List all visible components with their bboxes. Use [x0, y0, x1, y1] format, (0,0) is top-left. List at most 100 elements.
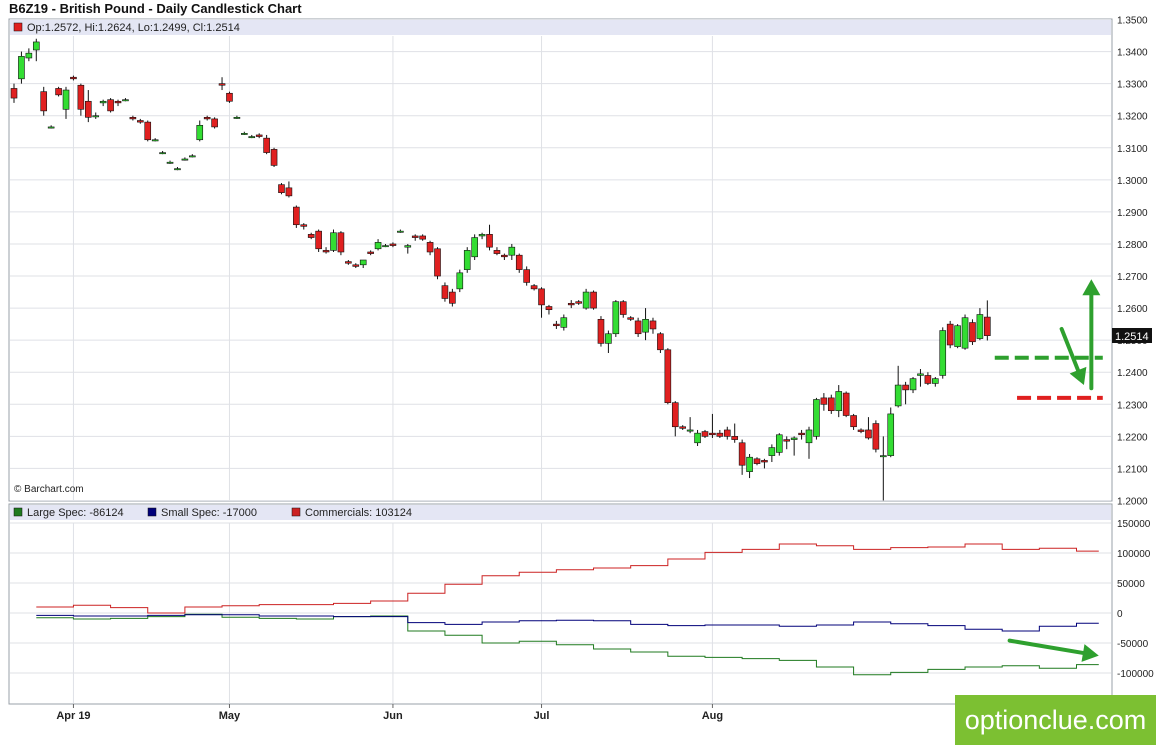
candle-body [92, 115, 100, 118]
candle-body [783, 439, 791, 442]
candle [137, 118, 144, 124]
candle-body [255, 134, 263, 137]
price-tick-label: 1.2300 [1117, 400, 1148, 411]
candle [196, 120, 204, 142]
candle-body [679, 426, 687, 429]
trend-arrow [1059, 326, 1087, 386]
candle [419, 234, 426, 241]
candle-body [515, 254, 523, 270]
ohlc-readout-swatch [13, 22, 23, 32]
candle-body [969, 322, 976, 343]
candle-body [18, 56, 25, 80]
chart-title: B6Z19 - British Pound - Daily Candlestic… [9, 1, 302, 16]
cot-legend-bar [10, 505, 1111, 520]
candle-body [322, 250, 330, 253]
candle [508, 243, 516, 260]
candle-body [538, 288, 545, 306]
candle [449, 288, 456, 307]
candle [694, 429, 701, 446]
candle [709, 413, 716, 438]
candle-body [627, 317, 634, 320]
price-tick-label: 1.2000 [1117, 497, 1148, 508]
candle-body [612, 301, 620, 335]
price-tick-label: 1.2800 [1117, 240, 1148, 251]
candle-body [107, 99, 114, 112]
price-tick-label: 1.2400 [1117, 368, 1148, 379]
candle-body [961, 317, 969, 349]
candle-body [493, 250, 501, 254]
candle-body [880, 455, 887, 458]
candle [842, 391, 850, 418]
candle [114, 99, 122, 107]
cot-series-line [36, 613, 1099, 676]
legend-entry: Small Spec: -17000 [161, 507, 257, 519]
price-tick-label: 1.3400 [1117, 48, 1148, 59]
candle [307, 232, 315, 240]
candle-body [709, 432, 716, 436]
candle-body [144, 121, 152, 141]
candle [77, 83, 85, 116]
legend-swatch [147, 507, 157, 517]
candle [501, 253, 508, 260]
candle-body [753, 458, 761, 464]
candle [92, 112, 100, 119]
candle [159, 150, 166, 155]
cot-series [36, 543, 1099, 676]
candle [835, 385, 843, 418]
candle [827, 394, 835, 414]
candle [909, 377, 917, 394]
candle [337, 231, 345, 256]
candle-body [382, 245, 389, 248]
candle [374, 239, 382, 251]
arrow-shaft [1059, 326, 1081, 373]
candle-body [567, 302, 575, 306]
candle [575, 300, 582, 305]
candle [887, 407, 895, 458]
candle-body [657, 333, 664, 351]
candle [99, 99, 107, 107]
candle-body [456, 272, 464, 290]
trend-arrow [1007, 638, 1099, 662]
price-tick-label: 1.3000 [1117, 176, 1148, 187]
candle-body [218, 83, 226, 86]
candle-body [426, 242, 434, 253]
candle-body [664, 349, 672, 403]
candle-body [434, 248, 441, 277]
candle [716, 429, 724, 438]
candle [32, 38, 40, 62]
candle [582, 288, 590, 310]
candle-body [85, 100, 92, 118]
candle-body [946, 323, 954, 346]
x-tick-label: May [219, 710, 241, 722]
candle-body [374, 242, 382, 250]
candle [330, 229, 337, 252]
candle [352, 263, 360, 269]
candle-body [151, 139, 159, 142]
candle [954, 324, 961, 349]
candle [634, 317, 642, 337]
candle-body [553, 323, 560, 327]
candle [285, 181, 293, 198]
candle-body [114, 100, 122, 104]
x-tick-label: Aug [702, 710, 723, 722]
candle-body [196, 125, 204, 141]
candle-body [835, 391, 843, 412]
candle [441, 282, 449, 302]
candle-body [40, 91, 48, 112]
candle-body [478, 234, 486, 237]
candle-body [575, 301, 582, 304]
candle [270, 147, 278, 168]
candle [411, 234, 419, 241]
candle [731, 423, 739, 443]
candle [434, 247, 441, 280]
cot-tick-label: 150000 [1117, 519, 1151, 530]
candle [345, 260, 352, 265]
candle [924, 372, 932, 386]
candle [397, 229, 404, 233]
candle-body [842, 392, 850, 416]
candle [902, 381, 909, 405]
candle [686, 417, 694, 434]
candle-body [263, 137, 270, 153]
candle-body [226, 92, 233, 102]
candle [679, 425, 687, 430]
